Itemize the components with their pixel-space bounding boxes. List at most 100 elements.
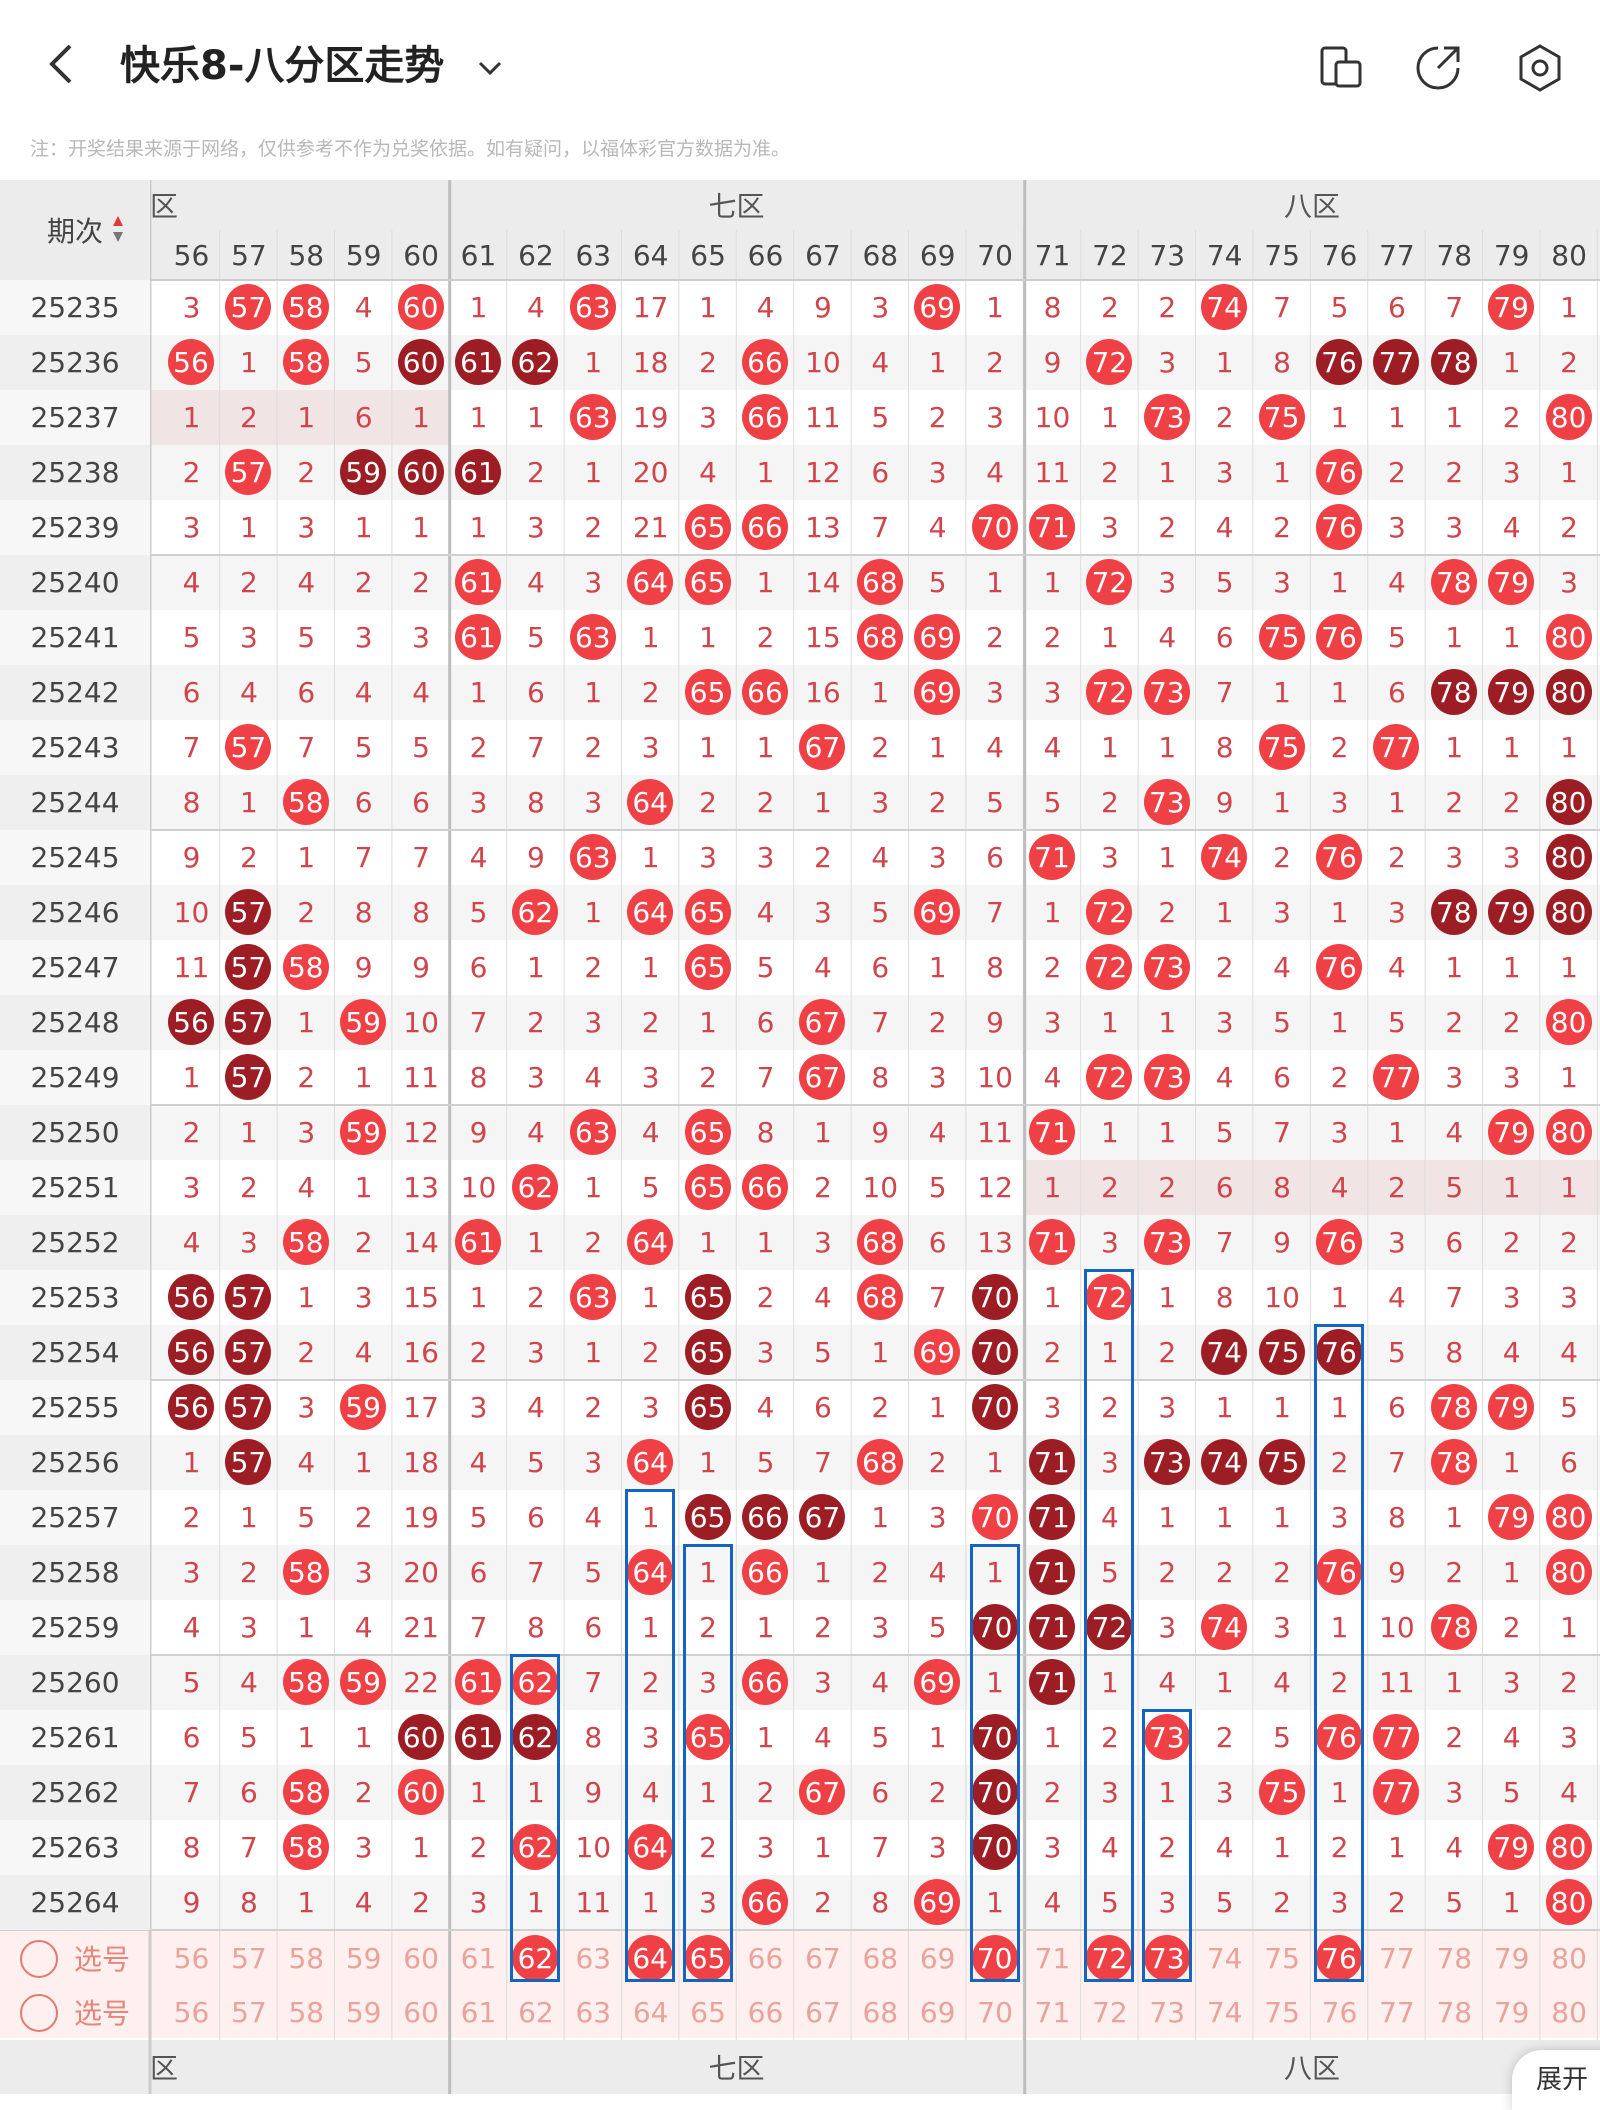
select-number[interactable]: 57 xyxy=(231,1941,267,1975)
select-number[interactable]: 59 xyxy=(345,1941,382,1975)
settings-icon[interactable] xyxy=(1512,40,1568,96)
select-number[interactable]: 60 xyxy=(403,1941,439,1975)
select-ball[interactable]: 64 xyxy=(627,1935,674,1981)
select-number[interactable]: 56 xyxy=(173,1995,210,2029)
select-number[interactable]: 61 xyxy=(460,1941,497,1975)
miss-count: 1 xyxy=(1215,1391,1234,1424)
select-ball[interactable]: 65 xyxy=(684,1935,731,1981)
select-number[interactable]: 68 xyxy=(862,1995,899,2029)
miss-count: 3 xyxy=(1502,841,1521,874)
select-number[interactable]: 63 xyxy=(575,1941,612,1975)
miss-count: 3 xyxy=(641,1391,660,1424)
share-icon[interactable] xyxy=(1410,40,1466,96)
select-number[interactable]: 63 xyxy=(575,1995,612,2029)
miss-count: 4 xyxy=(297,566,316,599)
number-ball: 78 xyxy=(1430,339,1477,385)
miss-count: 3 xyxy=(354,621,373,654)
select-number[interactable]: 77 xyxy=(1379,1995,1415,2029)
period-cell: 25256 xyxy=(0,1435,150,1490)
select-number[interactable]: 71 xyxy=(1034,1995,1071,2029)
select-ball[interactable]: 76 xyxy=(1316,1935,1362,1981)
select-number[interactable]: 72 xyxy=(1092,1995,1128,2029)
miss-count: 2 xyxy=(986,346,1004,379)
period-header[interactable]: 期次 xyxy=(0,180,150,280)
select-number[interactable]: 64 xyxy=(632,1995,669,2029)
select-number[interactable]: 61 xyxy=(460,1995,497,2029)
select-radio-icon[interactable] xyxy=(20,1994,58,2032)
select-number[interactable]: 68 xyxy=(862,1941,899,1975)
select-number[interactable]: 75 xyxy=(1264,1995,1300,2029)
miss-count: 1 xyxy=(1043,896,1062,929)
miss-count: 2 xyxy=(297,1336,316,1369)
chevron-down-icon[interactable] xyxy=(470,48,510,88)
select-number[interactable]: 78 xyxy=(1436,1941,1473,1975)
miss-count: 4 xyxy=(699,456,717,489)
select-number[interactable]: 56 xyxy=(173,1941,210,1975)
select-number[interactable]: 75 xyxy=(1264,1941,1300,1975)
miss-count: 1 xyxy=(239,786,258,819)
back-arrow-icon[interactable] xyxy=(40,34,88,94)
select-number[interactable]: 70 xyxy=(977,1995,1013,2029)
miss-count: 3 xyxy=(928,1501,947,1534)
select-number[interactable]: 80 xyxy=(1551,1941,1587,1975)
miss-count: 4 xyxy=(641,1776,660,1809)
app-header: 快乐8-八分区走势 xyxy=(0,0,1600,130)
select-number[interactable]: 78 xyxy=(1436,1995,1473,2029)
number-ball: 58 xyxy=(282,1769,329,1815)
select-number[interactable]: 66 xyxy=(747,1995,784,2029)
select-radio-icon[interactable] xyxy=(20,1940,58,1978)
select-number[interactable]: 67 xyxy=(805,1941,841,1975)
select-label: 选号 xyxy=(73,1943,130,1976)
select-number[interactable]: 67 xyxy=(805,1995,841,2029)
select-number[interactable]: 65 xyxy=(690,1995,726,2029)
select-ball[interactable]: 62 xyxy=(512,1935,559,1981)
miss-count: 2 xyxy=(1100,291,1119,324)
miss-count: 4 xyxy=(813,951,832,984)
split-screen-icon[interactable] xyxy=(1314,40,1370,96)
miss-count: 1 xyxy=(1215,896,1234,929)
select-number[interactable]: 62 xyxy=(518,1995,554,2029)
select-number[interactable]: 71 xyxy=(1034,1941,1071,1975)
miss-count: 5 xyxy=(1387,1336,1406,1369)
select-number[interactable]: 66 xyxy=(747,1941,784,1975)
select-ball[interactable]: 70 xyxy=(971,1935,1018,1981)
select-number[interactable]: 79 xyxy=(1493,1941,1530,1975)
expand-button[interactable]: 展开 xyxy=(1512,2050,1600,2110)
select-ball[interactable]: 72 xyxy=(1086,1935,1133,1981)
miss-count: 2 xyxy=(928,1006,947,1039)
select-number[interactable]: 57 xyxy=(231,1995,267,2029)
select-number[interactable]: 73 xyxy=(1149,1995,1186,2029)
select-number[interactable]: 69 xyxy=(919,1995,956,2029)
miss-count: 5 xyxy=(584,1556,603,1589)
miss-count: 2 xyxy=(1215,401,1234,434)
miss-count: 4 xyxy=(297,1171,316,1204)
miss-count: 5 xyxy=(1560,1391,1578,1424)
select-number[interactable]: 60 xyxy=(403,1995,439,2029)
select-number[interactable]: 58 xyxy=(288,1941,325,1975)
miss-count: 8 xyxy=(239,1886,258,1919)
miss-count: 1 xyxy=(986,1446,1004,1479)
select-ball[interactable]: 73 xyxy=(1143,1935,1190,1981)
miss-count: 3 xyxy=(1445,1061,1464,1094)
number-ball: 57 xyxy=(225,1439,272,1485)
select-number[interactable]: 76 xyxy=(1321,1995,1358,2029)
sort-icon[interactable] xyxy=(112,214,124,244)
select-number[interactable]: 80 xyxy=(1551,1995,1587,2029)
miss-count: 2 xyxy=(1100,1721,1119,1754)
number-ball: 64 xyxy=(627,1549,674,1595)
miss-count: 4 xyxy=(1273,1666,1291,1699)
miss-count: 4 xyxy=(584,1501,603,1534)
miss-count: 4 xyxy=(641,1116,660,1149)
select-number[interactable]: 58 xyxy=(288,1995,325,2029)
select-number[interactable]: 74 xyxy=(1206,1995,1243,2029)
number-ball: 65 xyxy=(684,1329,731,1375)
select-number[interactable]: 77 xyxy=(1379,1941,1415,1975)
miss-count: 3 xyxy=(699,1886,717,1919)
select-number[interactable]: 74 xyxy=(1206,1941,1243,1975)
select-number[interactable]: 79 xyxy=(1493,1995,1530,2029)
select-number[interactable]: 69 xyxy=(919,1941,956,1975)
miss-count: 2 xyxy=(1330,731,1349,764)
period-cell: 25242 xyxy=(0,665,150,720)
zone-label: 区 xyxy=(150,190,179,223)
select-number[interactable]: 59 xyxy=(345,1995,382,2029)
